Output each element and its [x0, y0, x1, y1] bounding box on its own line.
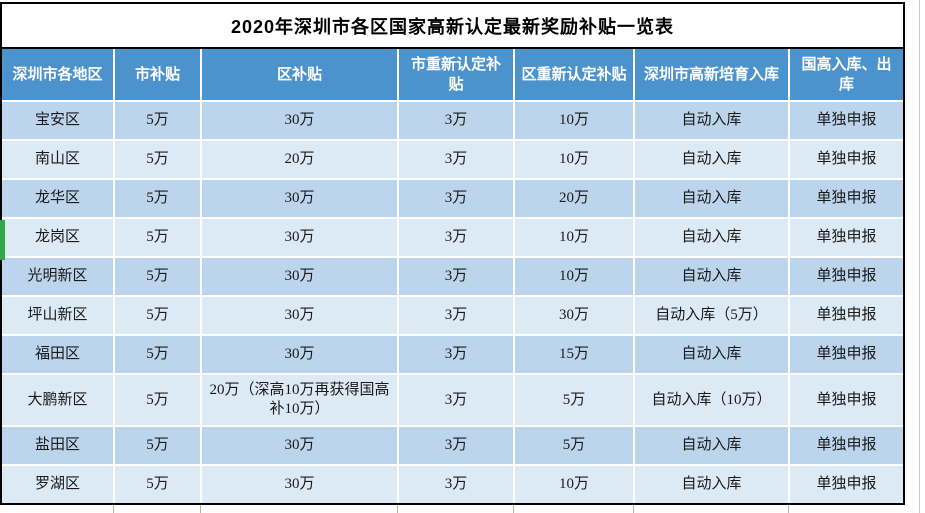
table-cell: 5万 [115, 336, 200, 373]
column-header-district-subsidy: 区补贴 [202, 49, 397, 100]
table-cell: 宝安区 [2, 102, 113, 139]
table-cell: 自动入库 [635, 141, 788, 178]
table-cell: 单独申报 [790, 219, 903, 256]
excel-gridline [919, 0, 920, 513]
table-cell: 自动入库 [635, 180, 788, 217]
table-cell: 单独申报 [790, 102, 903, 139]
table-cell: 5万 [115, 297, 200, 334]
table-cell: 盐田区 [2, 427, 113, 464]
table-cell: 30万 [202, 102, 397, 139]
table-cell: 5万 [115, 141, 200, 178]
table-cell: 福田区 [2, 336, 113, 373]
table-grid: 深圳市各地区 市补贴 区补贴 市重新认定补贴 区重新认定补贴 深圳市高新培育入库… [2, 49, 903, 503]
table-cell: 3万 [399, 219, 513, 256]
table-cell: 3万 [399, 180, 513, 217]
table-cell: 3万 [399, 141, 513, 178]
table-cell: 30万 [515, 297, 633, 334]
table-cell: 5万 [515, 427, 633, 464]
table-cell: 大鹏新区 [2, 375, 113, 425]
excel-gridline [513, 505, 514, 513]
column-header-region: 深圳市各地区 [2, 49, 113, 100]
table-cell: 15万 [515, 336, 633, 373]
excel-gridline [113, 505, 114, 513]
table-cell: 5万 [115, 102, 200, 139]
table-cell: 10万 [515, 219, 633, 256]
table-cell: 30万 [202, 219, 397, 256]
table-cell: 单独申报 [790, 258, 903, 295]
table-cell: 自动入库 [635, 427, 788, 464]
table-cell: 自动入库（5万） [635, 297, 788, 334]
table-cell: 5万 [115, 466, 200, 503]
table-cell: 单独申报 [790, 375, 903, 425]
table-cell: 3万 [399, 466, 513, 503]
excel-gridline [788, 505, 789, 513]
excel-gridline [200, 505, 201, 513]
table-cell: 罗湖区 [2, 466, 113, 503]
table-cell: 3万 [399, 297, 513, 334]
table-cell: 10万 [515, 466, 633, 503]
table-cell: 5万 [115, 180, 200, 217]
table-cell: 自动入库（10万） [635, 375, 788, 425]
table-cell: 3万 [399, 258, 513, 295]
subsidy-table: 2020年深圳市各区国家高新认定最新奖励补贴一览表 深圳市各地区 市补贴 区补贴… [0, 2, 905, 505]
table-cell: 单独申报 [790, 466, 903, 503]
table-cell: 30万 [202, 258, 397, 295]
table-cell: 20万 [515, 180, 633, 217]
table-cell: 10万 [515, 258, 633, 295]
table-cell: 单独申报 [790, 297, 903, 334]
column-header-city-subsidy: 市补贴 [115, 49, 200, 100]
table-cell: 单独申报 [790, 427, 903, 464]
table-cell: 30万 [202, 180, 397, 217]
table-cell: 5万 [115, 375, 200, 425]
table-cell: 30万 [202, 336, 397, 373]
table-cell: 自动入库 [635, 466, 788, 503]
table-cell: 南山区 [2, 141, 113, 178]
column-header-national: 国高入库、出库 [790, 49, 903, 100]
table-cell: 10万 [515, 141, 633, 178]
table-cell: 5万 [115, 427, 200, 464]
table-cell: 自动入库 [635, 336, 788, 373]
table-cell: 5万 [115, 258, 200, 295]
table-cell: 3万 [399, 336, 513, 373]
table-cell: 自动入库 [635, 219, 788, 256]
table-cell: 5万 [115, 219, 200, 256]
table-cell: 30万 [202, 427, 397, 464]
table-cell: 3万 [399, 102, 513, 139]
table-title: 2020年深圳市各区国家高新认定最新奖励补贴一览表 [2, 4, 903, 49]
table-cell: 单独申报 [790, 180, 903, 217]
table-cell: 光明新区 [2, 258, 113, 295]
excel-gridline [633, 505, 634, 513]
table-cell: 20万 [202, 141, 397, 178]
table-cell: 3万 [399, 427, 513, 464]
table-cell: 5万 [515, 375, 633, 425]
table-cell: 30万 [202, 466, 397, 503]
table-cell: 单独申报 [790, 336, 903, 373]
column-header-city-recert: 市重新认定补贴 [399, 49, 513, 100]
table-cell: 龙岗区 [2, 219, 113, 256]
excel-gridline [397, 505, 398, 513]
table-cell: 自动入库 [635, 258, 788, 295]
column-header-cultivation: 深圳市高新培育入库 [635, 49, 788, 100]
table-cell: 单独申报 [790, 141, 903, 178]
table-cell: 龙华区 [2, 180, 113, 217]
row-selection-marker [0, 220, 5, 260]
table-cell: 10万 [515, 102, 633, 139]
table-cell: 坪山新区 [2, 297, 113, 334]
table-cell: 30万 [202, 297, 397, 334]
table-cell: 3万 [399, 375, 513, 425]
table-cell: 自动入库 [635, 102, 788, 139]
table-cell: 20万（深高10万再获得国高补10万） [202, 375, 397, 425]
column-header-district-recert: 区重新认定补贴 [515, 49, 633, 100]
